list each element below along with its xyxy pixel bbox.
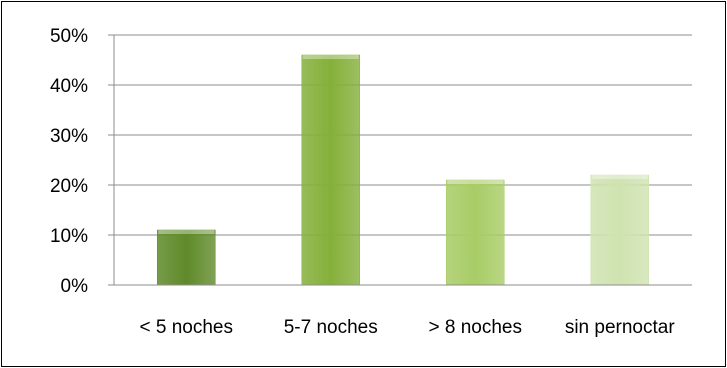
y-axis-ticks: 0% 10% 20% 30% 40% 50% <box>50 26 114 297</box>
bar-highlight <box>591 175 648 179</box>
bar <box>157 229 216 286</box>
bar-highlight <box>302 55 359 59</box>
bar <box>590 174 649 286</box>
y-tick-label: 10% <box>50 226 88 247</box>
bar <box>446 179 505 286</box>
bars <box>157 54 649 286</box>
x-category-label: sin pernoctar <box>565 317 676 338</box>
bar-highlight <box>158 230 215 234</box>
bar <box>301 54 360 286</box>
x-category-label: 5-7 noches <box>284 317 378 338</box>
y-tick-label: 50% <box>50 26 88 47</box>
y-tick-label: 20% <box>50 176 88 197</box>
x-category-label: < 5 noches <box>140 317 234 338</box>
bar-highlight <box>447 180 504 184</box>
y-tick-label: 30% <box>50 126 88 147</box>
x-category-label: > 8 noches <box>429 317 523 338</box>
x-axis <box>113 35 692 286</box>
x-axis-labels: < 5 noches 5-7 noches > 8 noches sin pernoc… <box>140 317 676 338</box>
y-tick-label: 0% <box>61 276 89 297</box>
y-tick-label: 40% <box>50 76 88 97</box>
